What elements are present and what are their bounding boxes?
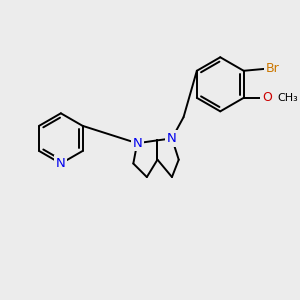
Text: O: O [262,91,272,104]
Text: Br: Br [266,62,280,75]
Text: N: N [132,137,142,150]
Text: CH₃: CH₃ [278,93,298,103]
Text: N: N [56,157,66,170]
Text: N: N [167,132,177,145]
